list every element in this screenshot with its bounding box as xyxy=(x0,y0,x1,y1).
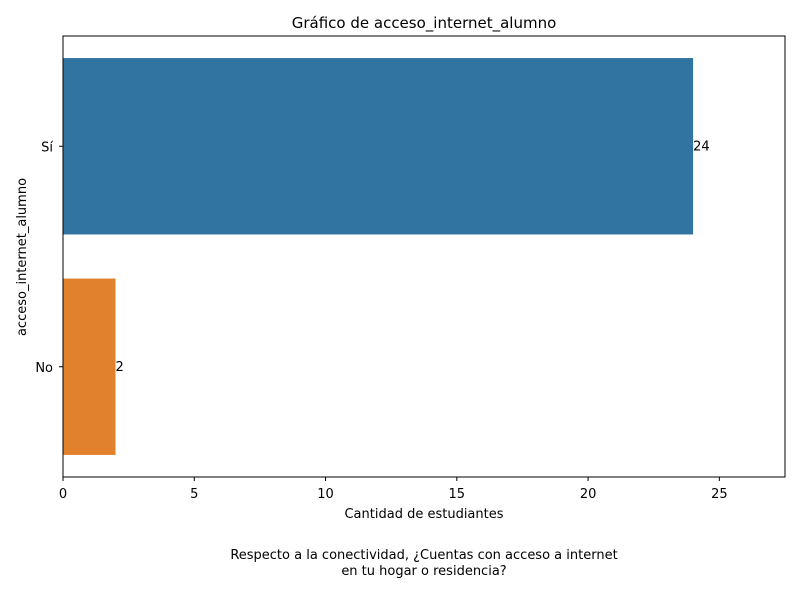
y-tick-label-1: No xyxy=(35,361,53,376)
x-axis-label: Cantidad de estudiantes xyxy=(344,507,503,522)
x-tick-label-5: 25 xyxy=(711,487,728,502)
y-tick-label-0: Sí xyxy=(41,140,53,155)
x-tick-label-4: 20 xyxy=(580,487,597,502)
data-labels-group: 24 2 xyxy=(116,139,710,375)
chart-caption: Respecto a la conectividad, ¿Cuentas con… xyxy=(0,548,800,580)
plot-frame xyxy=(62,35,786,478)
chart-title: Gráfico de acceso_internet_alumno xyxy=(292,14,557,33)
caption-line-1: Respecto a la conectividad, ¿Cuentas con… xyxy=(230,548,618,563)
y-axis-label: acceso_internet_alumno xyxy=(15,178,30,336)
bars-group xyxy=(63,58,694,455)
data-label-0: 24 xyxy=(693,139,710,154)
x-ticks-group: 0 5 10 15 20 25 xyxy=(59,477,728,502)
bar-chart: Gráfico de acceso_internet_alumno 24 2 0 5… xyxy=(15,14,786,522)
x-tick-label-2: 10 xyxy=(317,487,334,502)
x-tick-label-0: 0 xyxy=(59,487,67,502)
x-tick-label-1: 5 xyxy=(190,487,198,502)
x-tick-label-3: 15 xyxy=(449,487,466,502)
bar-0 xyxy=(63,58,694,235)
caption-line-2: en tu hogar o residencia? xyxy=(341,564,507,579)
y-ticks-group: Sí No xyxy=(35,140,63,376)
bar-1 xyxy=(63,278,116,455)
data-label-1: 2 xyxy=(116,360,124,375)
